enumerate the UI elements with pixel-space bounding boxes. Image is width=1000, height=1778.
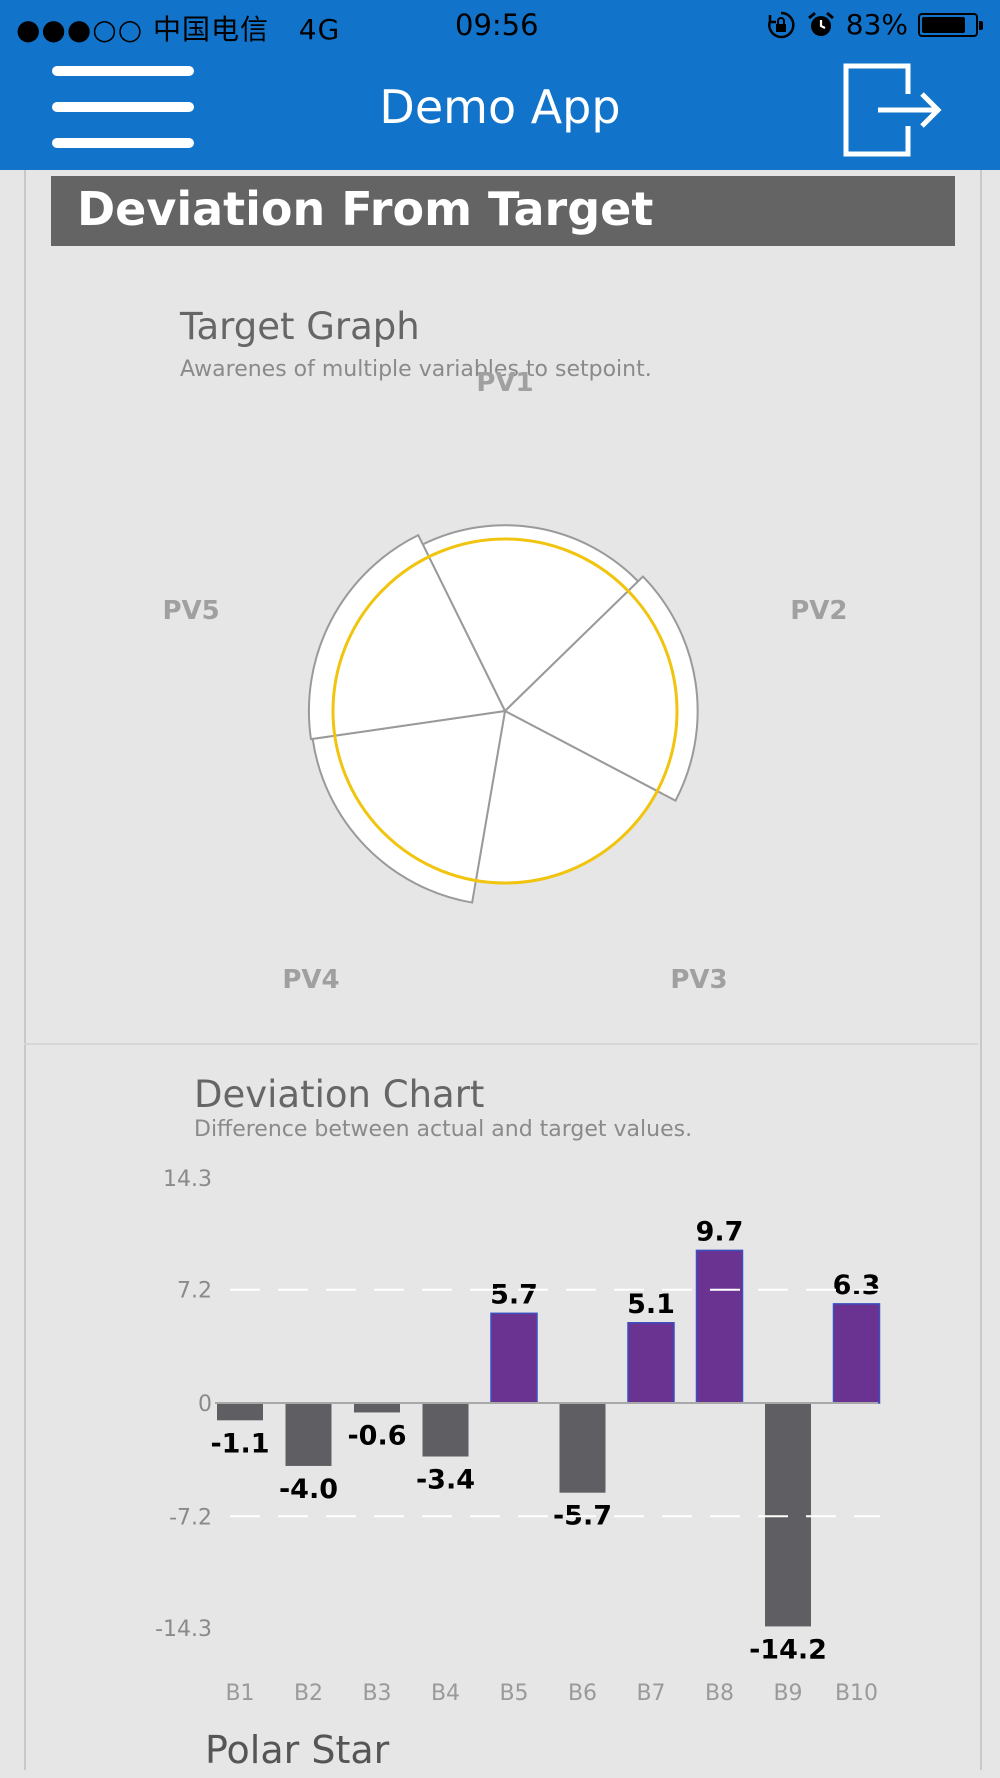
clock: 09:56 (455, 8, 539, 42)
deviation-chart-title: Deviation Chart (194, 1073, 485, 1116)
polar-star-title: Polar Star (205, 1728, 390, 1772)
status-bar: ●●●○○ 中国电信 4G 09:56 83% (0, 0, 1000, 54)
carrier-label: ●●●○○ 中国电信 4G (16, 8, 340, 48)
hamburger-menu-icon[interactable] (52, 62, 194, 152)
section-header: Deviation From Target (51, 176, 955, 246)
section-divider (24, 1043, 978, 1045)
battery-percent: 83% (845, 8, 908, 41)
carrier-text: ●●●○○ 中国电信 (16, 13, 270, 46)
app-title: Demo App (379, 80, 621, 134)
app-header: ●●●○○ 中国电信 4G 09:56 83% Demo App (0, 0, 1000, 170)
section-title: Deviation From Target (77, 182, 654, 236)
target-graph-subtitle: Awarenes of multiple variables to setpoi… (180, 357, 652, 382)
status-right: 83% (766, 8, 983, 41)
network-label: 4G (298, 13, 341, 46)
alarm-icon (807, 11, 834, 36)
orientation-lock-icon (767, 11, 795, 38)
battery-icon (918, 12, 983, 37)
battery-fill (922, 16, 966, 33)
logout-icon[interactable] (838, 60, 948, 160)
target-graph-title: Target Graph (180, 305, 420, 348)
deviation-chart-subtitle: Difference between actual and target val… (194, 1117, 693, 1142)
content-panel (24, 170, 982, 1770)
